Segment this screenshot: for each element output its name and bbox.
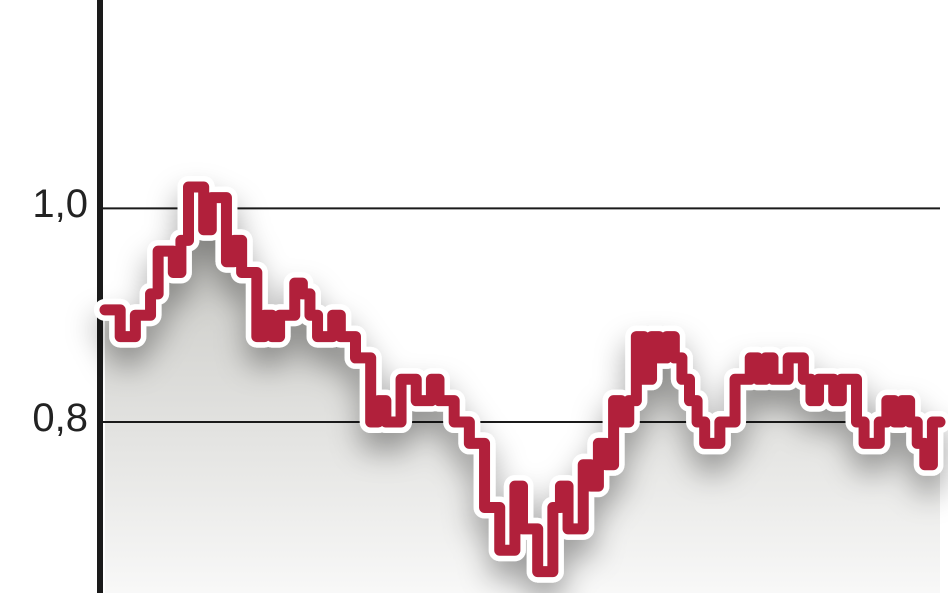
- y-tick-label: 1,0: [0, 182, 88, 227]
- y-tick-label: 0,8: [0, 396, 88, 441]
- line-chart: 1,0 0,8: [0, 0, 948, 593]
- chart-svg: [0, 0, 948, 593]
